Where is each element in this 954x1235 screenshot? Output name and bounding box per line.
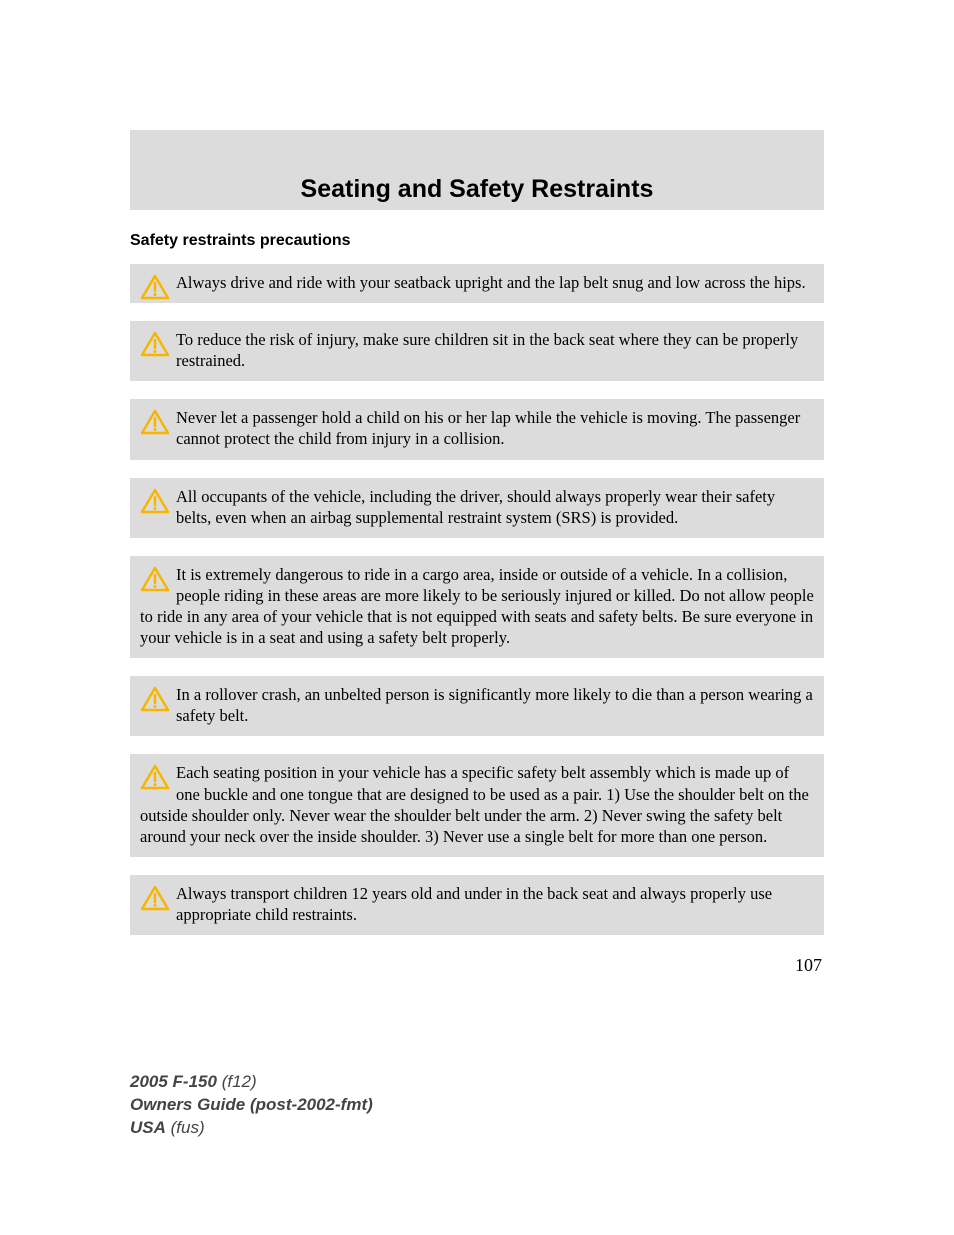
warning-icon — [140, 274, 170, 300]
footer-guide-tail: (post-2002-fmt) — [250, 1095, 373, 1114]
footer-region-tail: (fus) — [171, 1118, 205, 1137]
page-number: 107 — [130, 955, 824, 976]
warning-box: Never let a passenger hold a child on hi… — [130, 399, 824, 459]
warning-box: All occupants of the vehicle, including … — [130, 478, 824, 538]
warning-box: Each seating position in your vehicle ha… — [130, 754, 824, 856]
warning-text: Never let a passenger hold a child on hi… — [176, 408, 800, 448]
warning-text: To reduce the risk of injury, make sure … — [176, 330, 798, 370]
warning-icon — [140, 686, 170, 712]
warning-box: Always drive and ride with your seatback… — [130, 264, 824, 303]
warning-box: To reduce the risk of injury, make sure … — [130, 321, 824, 381]
subheading: Safety restraints precautions — [130, 232, 824, 250]
warning-text: It is extremely dangerous to ride in a c… — [140, 565, 814, 647]
warning-box: In a rollover crash, an unbelted person … — [130, 676, 824, 736]
warning-box: Always transport children 12 years old a… — [130, 875, 824, 935]
warning-text: All occupants of the vehicle, including … — [176, 487, 775, 527]
warning-text: In a rollover crash, an unbelted person … — [176, 685, 813, 725]
footer: 2005 F-150 (f12) Owners Guide (post-2002… — [130, 1071, 373, 1140]
footer-line-1: 2005 F-150 (f12) — [130, 1071, 373, 1094]
page-title: Seating and Safety Restraints — [301, 175, 654, 204]
header-band: Seating and Safety Restraints — [130, 130, 824, 210]
warning-icon — [140, 331, 170, 357]
warning-text: Each seating position in your vehicle ha… — [140, 763, 809, 845]
footer-line-3: USA (fus) — [130, 1117, 373, 1140]
warning-icon — [140, 488, 170, 514]
footer-model: 2005 F-150 — [130, 1072, 217, 1091]
warning-text: Always drive and ride with your seatback… — [176, 273, 806, 292]
footer-model-code: (f12) — [222, 1072, 257, 1091]
warning-box: It is extremely dangerous to ride in a c… — [130, 556, 824, 658]
warning-text: Always transport children 12 years old a… — [176, 884, 772, 924]
footer-region: USA — [130, 1118, 166, 1137]
footer-guide: Owners Guide — [130, 1095, 245, 1114]
footer-line-2: Owners Guide (post-2002-fmt) — [130, 1094, 373, 1117]
warning-icon — [140, 566, 170, 592]
warning-icon — [140, 409, 170, 435]
warning-icon — [140, 764, 170, 790]
warning-icon — [140, 885, 170, 911]
page-container: Seating and Safety Restraints Safety res… — [0, 0, 954, 976]
